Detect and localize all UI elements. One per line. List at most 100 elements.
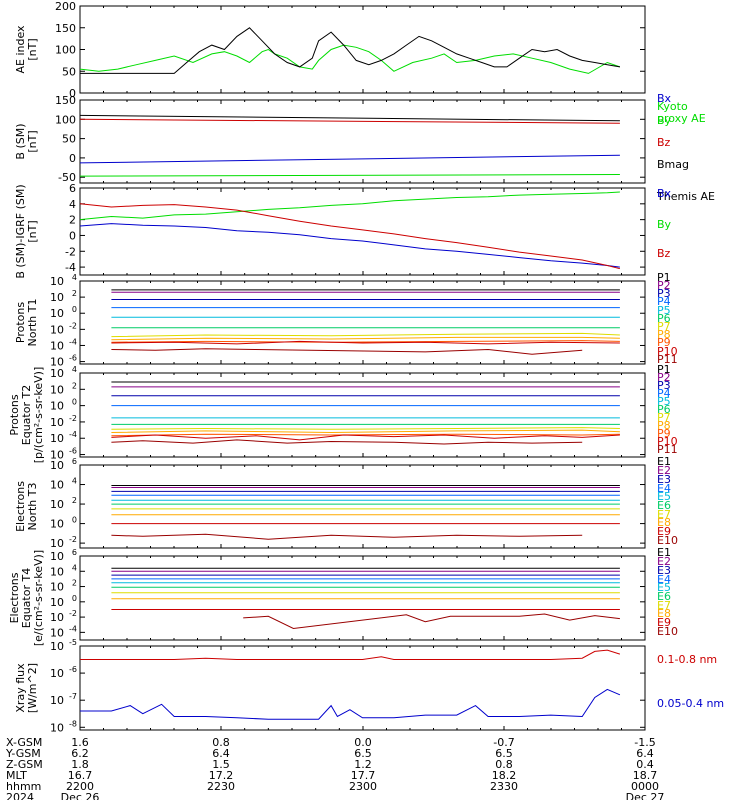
- y-axis-label: Electrons: [8, 572, 21, 623]
- y-tick-exponent: 0: [72, 398, 77, 407]
- x-row-value: 1.8: [71, 758, 89, 771]
- series-line-bz: [79, 118, 620, 124]
- legend-entry: P5: [657, 395, 671, 408]
- legend-entry: Bz: [657, 136, 671, 149]
- series-line-p11: [111, 348, 583, 355]
- y-axis-label: B (SM)-IGRF (SM): [14, 184, 27, 278]
- legend-entry: E3: [657, 473, 671, 486]
- legend-entry: E7: [657, 508, 671, 521]
- legend-entry: Bz: [657, 247, 671, 260]
- legend-entry: E8: [657, 607, 671, 620]
- y-tick-label: 10: [50, 275, 64, 288]
- y-tick-label: 10: [50, 383, 64, 396]
- series-line-bx: [79, 223, 620, 268]
- y-tick-exponent: -8: [69, 719, 77, 728]
- legend-entry: P2: [657, 371, 671, 384]
- y-tick-exponent: 4: [72, 563, 77, 572]
- y-tick-exponent: -4: [69, 430, 77, 439]
- legend-entry: E8: [657, 516, 671, 529]
- y-tick-label: -4: [65, 261, 76, 274]
- y-tick-label: 0: [69, 87, 76, 100]
- y-axis-label: Equator T2: [20, 385, 33, 445]
- y-tick-exponent: 0: [72, 594, 77, 603]
- x-row-value: 0.4: [636, 758, 654, 771]
- x-row-label: MLT: [6, 769, 27, 782]
- y-tick-label: 6: [69, 182, 76, 195]
- y-tick-label: 10: [50, 323, 64, 336]
- series-line-kyoto-proxy-ae: [79, 44, 621, 74]
- y-axis-label: North T1: [26, 299, 39, 347]
- legend-entry: P2: [657, 279, 671, 292]
- x-row-value: 0.8: [495, 758, 513, 771]
- legend-entry: P10: [657, 345, 678, 358]
- legend-entry: proxy AE: [657, 112, 706, 125]
- panel-8: 10 -5 10 -6 10 -7 10 -8 Xray flux [W/m^2] 0.1-0.8 …: [14, 638, 724, 734]
- y-tick-exponent: -2: [69, 321, 77, 330]
- y-axis-label: Protons: [14, 302, 27, 343]
- x-row-label: hhmm: [6, 780, 41, 793]
- y-tick-label: 10: [50, 307, 64, 320]
- x-row-value: -0.7: [493, 736, 514, 749]
- legend-entry: P1: [657, 363, 671, 376]
- series-line-themis-ae: [80, 27, 620, 74]
- y-tick-label: 10: [50, 537, 64, 550]
- y-tick-label: 10: [50, 479, 64, 492]
- series-line-bmag: [79, 114, 620, 122]
- y-tick-label: 10: [50, 498, 64, 511]
- series-line-p8: [111, 336, 620, 341]
- x-row-value: 1.6: [71, 736, 89, 749]
- x-row-value: -1.5: [634, 736, 655, 749]
- series-line-p7: [111, 332, 620, 338]
- y-tick-label: 10: [50, 459, 64, 472]
- y-tick-label: 4: [69, 198, 76, 211]
- y-tick-label: 0: [69, 229, 76, 242]
- series-line-0-05-0-4-nm: [80, 688, 621, 720]
- y-tick-label: 10: [50, 367, 64, 380]
- legend-entry: By: [657, 218, 672, 231]
- x-row-value: 18.2: [492, 769, 517, 782]
- y-axis-label: [W/m^2]: [26, 663, 39, 713]
- legend-entry: E6: [657, 590, 671, 603]
- legend-entry: E4: [657, 573, 671, 586]
- x-row-value: 0.8: [212, 736, 230, 749]
- legend-entry: P11: [657, 443, 678, 456]
- y-axis-label: Protons: [8, 394, 21, 435]
- x-row-value: 18.7: [633, 769, 658, 782]
- legend-entry: Bx: [657, 92, 672, 105]
- y-tick-label: 10: [50, 626, 64, 639]
- legend-entry: E4: [657, 482, 671, 495]
- legend-entry: P8: [657, 419, 671, 432]
- x-row-value: 0.0: [354, 736, 372, 749]
- y-tick-label: 2: [69, 214, 76, 227]
- series-line-p9: [111, 340, 620, 343]
- x-row-value: 1.5: [212, 758, 230, 771]
- y-tick-label: 10: [50, 356, 64, 369]
- legend-entry: Kyoto: [657, 100, 688, 113]
- series-line-p10: [111, 340, 620, 345]
- y-tick-label: 10: [50, 400, 64, 413]
- y-tick-label: -50: [58, 171, 76, 184]
- y-tick-exponent: 0: [72, 516, 77, 525]
- y-tick-exponent: 2: [72, 496, 77, 505]
- legend-entry: E2: [657, 464, 671, 477]
- series-line-by: [79, 174, 620, 177]
- y-tick-label: 10: [50, 640, 64, 653]
- y-tick-exponent: -6: [69, 354, 77, 363]
- panel-5: 10 4 10 2 10 0 10 -2 10 -4 10 -6 Protons Equator T2 [p…: [8, 363, 678, 463]
- y-tick-exponent: 4: [72, 365, 77, 374]
- y-tick-exponent: -6: [69, 665, 77, 674]
- x-row-value: 17.7: [351, 769, 376, 782]
- legend-entry: Themis AE: [656, 190, 715, 203]
- y-tick-label: 10: [50, 291, 64, 304]
- y-axis-label: [p/(cm²-s-sr-keV)]: [32, 367, 45, 464]
- series-line-p10: [111, 434, 620, 441]
- legend-entry: E9: [657, 525, 671, 538]
- series-line-bz: [79, 203, 621, 270]
- x-row-value: Dec 26: [61, 791, 100, 800]
- legend-entry: Bmag: [657, 158, 689, 171]
- legend-entry: P1: [657, 271, 671, 284]
- x-row-value: 2200: [66, 780, 94, 793]
- y-axis-label: North T3: [26, 483, 39, 531]
